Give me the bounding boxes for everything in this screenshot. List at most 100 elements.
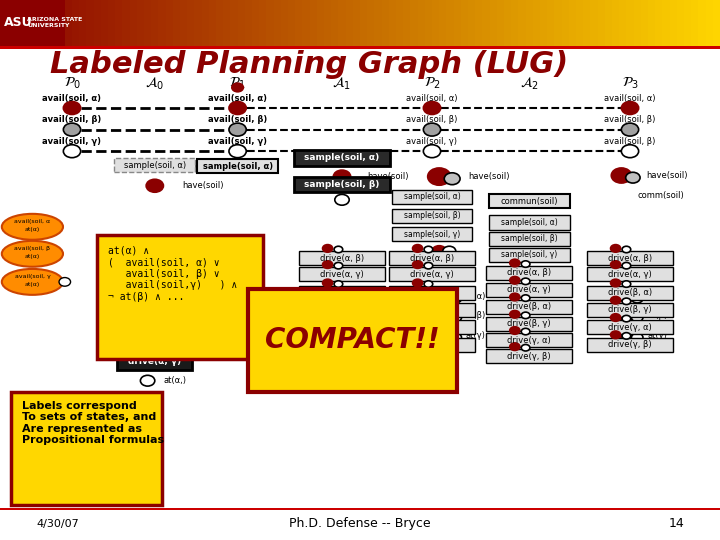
- FancyBboxPatch shape: [97, 235, 263, 359]
- Circle shape: [232, 83, 243, 92]
- Bar: [29, 0, 36, 46]
- Text: sample(soil, β): sample(soil, β): [404, 212, 460, 220]
- Bar: [310, 0, 317, 46]
- Text: sample(soil, α): sample(soil, α): [404, 192, 460, 201]
- Circle shape: [413, 331, 423, 339]
- Bar: [706, 0, 713, 46]
- Text: drive(γ, α): drive(γ, α): [608, 323, 652, 332]
- Circle shape: [510, 259, 520, 267]
- Circle shape: [611, 279, 621, 287]
- Text: avail(soil, α: avail(soil, α: [14, 219, 50, 224]
- Text: $\mathcal{A}_2$: $\mathcal{A}_2$: [520, 76, 539, 92]
- Circle shape: [302, 336, 317, 347]
- Bar: [713, 0, 720, 46]
- FancyBboxPatch shape: [389, 267, 475, 281]
- Text: avail(soil, γ): avail(soil, γ): [407, 137, 457, 146]
- Bar: [353, 0, 360, 46]
- FancyBboxPatch shape: [300, 320, 384, 334]
- Circle shape: [229, 145, 246, 158]
- Bar: [432, 0, 439, 46]
- Circle shape: [611, 261, 621, 268]
- Bar: [259, 0, 266, 46]
- FancyBboxPatch shape: [300, 303, 384, 317]
- Bar: [324, 0, 331, 46]
- Text: 14: 14: [668, 517, 684, 530]
- Bar: [0, 0, 7, 46]
- FancyBboxPatch shape: [300, 286, 384, 300]
- Bar: [468, 0, 475, 46]
- FancyBboxPatch shape: [487, 266, 572, 280]
- Text: drive(α, γ): drive(α, γ): [128, 357, 181, 366]
- Text: drive(β, α): drive(β, α): [507, 302, 552, 311]
- FancyBboxPatch shape: [588, 267, 673, 281]
- Circle shape: [424, 262, 433, 269]
- Circle shape: [413, 296, 423, 304]
- Circle shape: [413, 279, 423, 287]
- Bar: [202, 0, 209, 46]
- Circle shape: [413, 261, 423, 268]
- Text: commun(soil): commun(soil): [500, 197, 558, 206]
- Text: drive(β, γ): drive(β, γ): [320, 306, 364, 314]
- Bar: [108, 0, 115, 46]
- Bar: [612, 0, 619, 46]
- Bar: [158, 0, 166, 46]
- Bar: [43, 0, 50, 46]
- Circle shape: [432, 246, 446, 256]
- Bar: [425, 0, 432, 46]
- Bar: [698, 0, 706, 46]
- Text: Ph.D. Defense -- Bryce: Ph.D. Defense -- Bryce: [289, 517, 431, 530]
- Text: ARIZONA STATE: ARIZONA STATE: [27, 17, 83, 22]
- Text: drive(β, α): drive(β, α): [608, 288, 652, 297]
- FancyBboxPatch shape: [294, 177, 390, 192]
- Bar: [482, 0, 490, 46]
- Text: avail(soil, α): avail(soil, α): [208, 94, 267, 103]
- Circle shape: [334, 333, 343, 339]
- Bar: [475, 0, 482, 46]
- Bar: [0, 46, 720, 49]
- Circle shape: [622, 246, 631, 253]
- Circle shape: [611, 296, 621, 304]
- Text: avail(soil, β): avail(soil, β): [604, 137, 656, 146]
- Bar: [367, 0, 374, 46]
- Circle shape: [621, 145, 639, 158]
- Circle shape: [334, 281, 343, 287]
- Text: UNIVERSITY: UNIVERSITY: [27, 23, 70, 29]
- Circle shape: [521, 261, 530, 267]
- Circle shape: [323, 245, 333, 252]
- Circle shape: [521, 345, 530, 351]
- Text: $\mathcal{A}_1$: $\mathcal{A}_1$: [333, 76, 351, 92]
- Text: drive(α, β): drive(α, β): [128, 322, 181, 331]
- Ellipse shape: [1, 241, 63, 267]
- Text: at(β): at(β): [329, 313, 349, 322]
- Circle shape: [335, 194, 349, 205]
- Circle shape: [619, 292, 634, 302]
- Bar: [569, 0, 576, 46]
- Text: $\mathcal{P}_3$: $\mathcal{P}_3$: [621, 76, 639, 91]
- Text: at(α): at(α): [24, 254, 40, 259]
- Text: at(γ): at(γ): [647, 332, 667, 340]
- Circle shape: [510, 293, 520, 301]
- FancyBboxPatch shape: [117, 353, 192, 370]
- Bar: [266, 0, 274, 46]
- Text: $\mathcal{P}_2$: $\mathcal{P}_2$: [423, 76, 441, 91]
- Bar: [418, 0, 425, 46]
- Bar: [547, 0, 554, 46]
- FancyBboxPatch shape: [300, 267, 384, 281]
- FancyBboxPatch shape: [487, 349, 572, 363]
- Bar: [86, 0, 94, 46]
- Text: sample(soil, α): sample(soil, α): [501, 218, 557, 227]
- Text: have(soil): have(soil): [646, 171, 688, 180]
- Bar: [137, 0, 144, 46]
- Circle shape: [323, 331, 333, 339]
- Circle shape: [428, 168, 451, 185]
- Text: Labels correspond
To sets of states, and
Are represented as
Propositional formul: Labels correspond To sets of states, and…: [22, 401, 163, 446]
- Text: avail(soil, α): avail(soil, α): [406, 94, 458, 103]
- Circle shape: [413, 314, 423, 321]
- Bar: [0, 508, 720, 510]
- Text: avail(soil, β: avail(soil, β: [14, 246, 50, 251]
- Bar: [554, 0, 562, 46]
- FancyBboxPatch shape: [588, 251, 673, 265]
- Circle shape: [323, 279, 333, 287]
- Circle shape: [150, 340, 162, 348]
- Bar: [389, 0, 396, 46]
